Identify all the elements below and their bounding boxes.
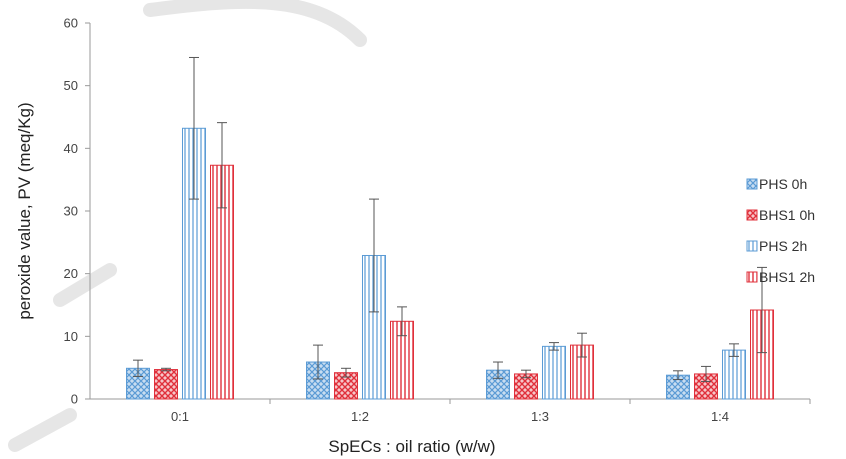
legend-item: PHS 2h	[747, 238, 807, 254]
y-axis-label: peroxide value, PV (meq/Kg)	[15, 102, 34, 319]
legend-label: BHS1 0h	[759, 207, 815, 223]
legend-swatch	[747, 241, 757, 251]
legend-item: BHS1 2h	[747, 269, 815, 285]
legend-label: BHS1 2h	[759, 269, 815, 285]
x-tick-label: 1:3	[531, 409, 549, 424]
legend-label: PHS 2h	[759, 238, 807, 254]
legend-swatch	[747, 272, 757, 282]
x-tick-label: 1:2	[351, 409, 369, 424]
y-tick-label: 30	[64, 204, 78, 219]
y-tick-label: 10	[64, 329, 78, 344]
legend-label: PHS 0h	[759, 176, 807, 192]
legend-swatch	[747, 210, 757, 220]
y-tick-label: 60	[64, 16, 78, 31]
bar	[543, 346, 566, 399]
bar	[155, 370, 178, 399]
legend: PHS 0h BHS1 0h PHS 2h BHS1 2h	[747, 176, 815, 285]
x-axis-label: SpECs : oil ratio (w/w)	[328, 437, 495, 456]
bar	[723, 350, 746, 399]
x-tick-label: 1:4	[711, 409, 729, 424]
x-tick-label: 0:1	[171, 409, 189, 424]
legend-swatch	[747, 179, 757, 189]
y-tick-label: 0	[71, 392, 78, 407]
y-tick-label: 20	[64, 266, 78, 281]
y-tick-label: 50	[64, 78, 78, 93]
legend-item: BHS1 0h	[747, 207, 815, 223]
plot-area: 0 10 20 30 40 50 60 0:1 1:2 1:3 1:4	[64, 16, 810, 425]
legend-item: PHS 0h	[747, 176, 807, 192]
y-tick-label: 40	[64, 141, 78, 156]
